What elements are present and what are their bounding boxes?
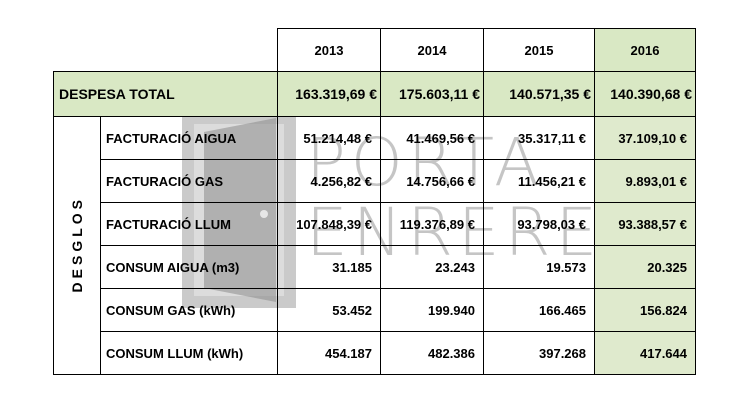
total-value: 140.571,35 € xyxy=(483,71,595,117)
expense-table: 2013 2014 2015 2016 DESPESA TOTAL 163.31… xyxy=(53,28,696,375)
cell-value: 41.469,56 € xyxy=(380,116,484,160)
table-row: FACTURACIÓ GAS 4.256,82 € 14.756,66 € 11… xyxy=(54,159,696,203)
cell-value: 31.185 xyxy=(277,245,381,289)
total-label: DESPESA TOTAL xyxy=(59,86,175,102)
cell-value: 417.644 xyxy=(594,331,696,375)
cell-value: 107.848,39 € xyxy=(277,202,381,246)
row-label: FACTURACIÓ AIGUA xyxy=(100,116,278,160)
year-header: 2013 xyxy=(277,28,381,72)
group-label: DESGLOS xyxy=(69,195,85,293)
cell-value: 51.214,48 € xyxy=(277,116,381,160)
cell-value: 20.325 xyxy=(594,245,696,289)
total-value: 175.603,11 € xyxy=(380,71,484,117)
cell-value: 23.243 xyxy=(380,245,484,289)
cell-value: 119.376,89 € xyxy=(380,202,484,246)
table-row: FACTURACIÓ LLUM 107.848,39 € 119.376,89 … xyxy=(54,202,696,246)
total-row: DESPESA TOTAL 163.319,69 € 175.603,11 € … xyxy=(53,71,696,117)
group-label-cell: DESGLOS xyxy=(53,116,101,375)
table-row: CONSUM GAS (kWh) 53.452 199.940 166.465 … xyxy=(54,288,696,332)
total-value: 163.319,69 € xyxy=(277,71,381,117)
year-header-row: 2013 2014 2015 2016 xyxy=(53,28,696,72)
table-row: CONSUM AIGUA (m3) 31.185 23.243 19.573 2… xyxy=(54,245,696,289)
cell-value: 19.573 xyxy=(483,245,595,289)
row-label: FACTURACIÓ GAS xyxy=(100,159,278,203)
year-header: 2015 xyxy=(483,28,595,72)
cell-value: 397.268 xyxy=(483,331,595,375)
cell-value: 166.465 xyxy=(483,288,595,332)
row-label: CONSUM GAS (kWh) xyxy=(100,288,278,332)
empty-corner xyxy=(53,28,278,72)
table-row: DESGLOS FACTURACIÓ AIGUA 51.214,48 € 41.… xyxy=(53,116,696,375)
year-header: 2014 xyxy=(380,28,484,72)
cell-value: 9.893,01 € xyxy=(594,159,696,203)
cell-value: 35.317,11 € xyxy=(483,116,595,160)
row-label: CONSUM AIGUA (m3) xyxy=(100,245,278,289)
cell-value: 482.386 xyxy=(380,331,484,375)
row-label: CONSUM LLUM (kWh) xyxy=(100,331,278,375)
cell-value: 156.824 xyxy=(594,288,696,332)
cell-value: 14.756,66 € xyxy=(380,159,484,203)
year-header-highlight: 2016 xyxy=(594,28,696,72)
total-value: 140.390,68 € xyxy=(594,71,696,117)
cell-value: 93.388,57 € xyxy=(594,202,696,246)
cell-value: 454.187 xyxy=(277,331,381,375)
cell-value: 11.456,21 € xyxy=(483,159,595,203)
cell-value: 93.798,03 € xyxy=(483,202,595,246)
cell-value: 53.452 xyxy=(277,288,381,332)
cell-value: 199.940 xyxy=(380,288,484,332)
cell-value: 37.109,10 € xyxy=(594,116,696,160)
row-label: FACTURACIÓ LLUM xyxy=(100,202,278,246)
cell-value: 4.256,82 € xyxy=(277,159,381,203)
table-row: CONSUM LLUM (kWh) 454.187 482.386 397.26… xyxy=(54,331,696,375)
